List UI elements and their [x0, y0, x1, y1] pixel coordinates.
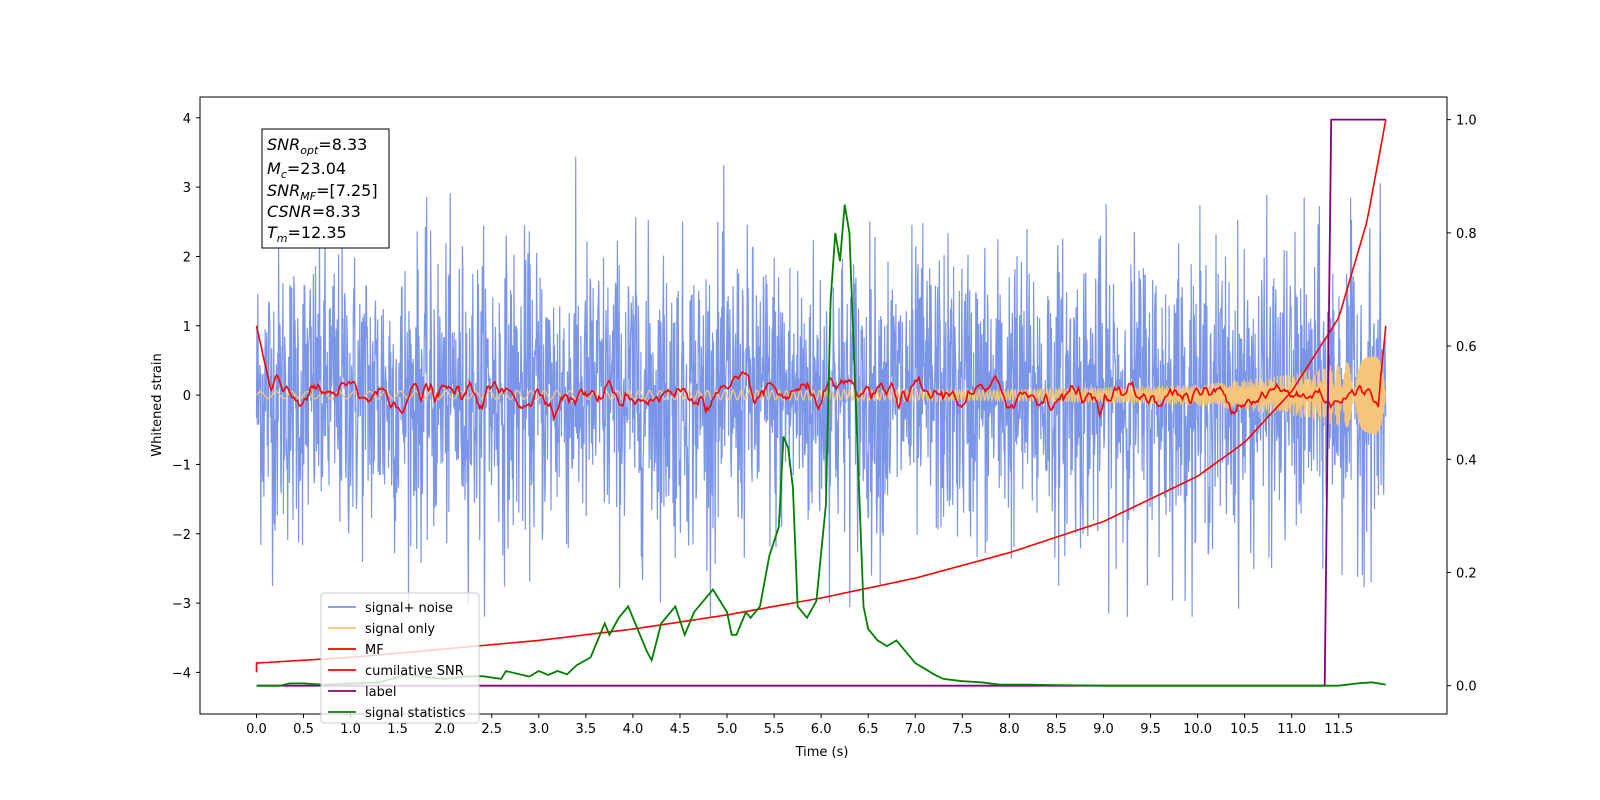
- x-tick-label: 8.0: [999, 722, 1020, 737]
- x-tick-label: 2.5: [481, 722, 502, 737]
- x-tick-label: 6.5: [858, 722, 879, 737]
- y-left-tick-label: 3: [183, 181, 191, 196]
- legend-label: signal only: [365, 622, 435, 637]
- x-tick-label: 6.0: [811, 722, 832, 737]
- x-axis-label: Time (s): [795, 745, 849, 760]
- y-right-tick-label: 1.0: [1456, 114, 1477, 129]
- stat-mc: Mc=23.04: [267, 159, 346, 181]
- x-tick-label: 9.0: [1093, 722, 1114, 737]
- y-left-tick-label: −2: [172, 528, 191, 543]
- series-mf: [255, 325, 1387, 422]
- legend-label: cumilative SNR: [365, 664, 464, 679]
- x-tick-label: 0.0: [246, 722, 267, 737]
- x-tick-label: 4.0: [623, 722, 644, 737]
- x-tick-label: 8.5: [1046, 722, 1067, 737]
- legend-label: signal+ noise: [365, 601, 453, 616]
- legend-label: label: [365, 685, 396, 700]
- stat-snr-opt: SNRopt=8.33: [267, 135, 367, 157]
- x-tick-label: 2.0: [434, 722, 455, 737]
- x-tick-label: 1.5: [387, 722, 408, 737]
- x-axis: 0.0 0.5 1.0 1.5 2.0 2.5 3.0 3.5 4.0 4.5 5.0 5.5 6.0 6…: [246, 714, 1353, 737]
- y-right-tick-label: 0.2: [1456, 566, 1477, 581]
- y-right-tick-label: 0.4: [1456, 453, 1477, 468]
- x-tick-label: 7.0: [905, 722, 926, 737]
- stats-box: SNRopt=8.33 Mc=23.04 SNRMF=[7.25] CSNR=8…: [261, 128, 390, 249]
- x-tick-label: 1.0: [340, 722, 361, 737]
- stat-snr-mf: SNRMF=[7.25]: [267, 181, 378, 203]
- x-tick-label: 0.5: [293, 722, 314, 737]
- series-signal-statistics: [256, 204, 1386, 687]
- x-tick-label: 10.5: [1230, 722, 1259, 737]
- y-left-tick-label: −4: [172, 666, 191, 681]
- y-right-tick-label: 0.0: [1456, 680, 1477, 695]
- x-tick-label: 5.5: [764, 722, 785, 737]
- y-right-tick-label: 0.6: [1456, 340, 1477, 355]
- legend-label: signal statistics: [365, 706, 466, 721]
- x-tick-label: 5.0: [717, 722, 738, 737]
- x-tick-label: 3.0: [528, 722, 549, 737]
- series-label: [256, 118, 1386, 687]
- x-tick-label: 10.0: [1183, 722, 1212, 737]
- y-left-tick-label: 4: [183, 112, 191, 127]
- y-left-tick-label: −1: [172, 458, 191, 473]
- x-tick-label: 11.5: [1324, 722, 1353, 737]
- series-signal-only: [255, 356, 1387, 434]
- x-tick-label: 11.0: [1277, 722, 1306, 737]
- y-axis-right: 1.0 0.8 0.6 0.4 0.2 0.0: [1447, 114, 1477, 695]
- y-left-tick-label: 1: [183, 320, 191, 335]
- legend: signal+ noise signal only MF cumilative SNR…: [320, 592, 480, 724]
- y-left-tick-label: −3: [172, 597, 191, 612]
- stat-csnr: CSNR=8.33: [267, 202, 361, 221]
- stat-tm: Tm=12.35: [267, 223, 347, 245]
- y-left-tick-label: 2: [183, 250, 191, 265]
- legend-label: MF: [365, 643, 384, 658]
- plot-frame: [199, 96, 1448, 715]
- x-tick-label: 3.5: [576, 722, 597, 737]
- x-tick-label: 7.5: [952, 722, 973, 737]
- x-tick-label: 9.5: [1140, 722, 1161, 737]
- y-left-tick-label: 0: [183, 389, 191, 404]
- y-axis-label: Whitened strain: [150, 353, 165, 456]
- series-signal-noise: [255, 156, 1387, 617]
- x-tick-label: 4.5: [670, 722, 691, 737]
- y-right-tick-label: 0.8: [1456, 227, 1477, 242]
- y-axis-left: 4 3 2 1 0 −1 −2 −3 −4: [172, 112, 200, 681]
